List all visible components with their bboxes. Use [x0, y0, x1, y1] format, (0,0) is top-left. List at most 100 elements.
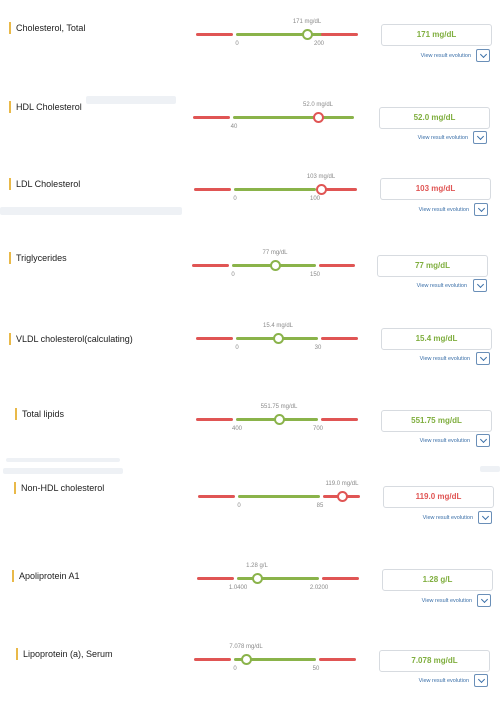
- result-value-box: 52.0 mg/dL: [379, 107, 490, 129]
- range-tick-low: 0: [233, 666, 237, 672]
- placeholder-bar: [86, 96, 176, 104]
- range-segment-low: [198, 495, 235, 498]
- range-tick-low: 1.0400: [228, 585, 248, 591]
- range-gauge: 171 mg/dL 0 200: [196, 19, 361, 59]
- result-name: Cholesterol, Total: [9, 22, 85, 34]
- result-name: VLDL cholesterol(calculating): [9, 333, 133, 345]
- range-segment-low: [192, 264, 229, 267]
- result-row-non-hdl-cholesterol: Non-HDL cholesterol 119.0 mg/dL 0 85 119…: [0, 481, 500, 552]
- range-gauge: 7.078 mg/dL 0 50: [194, 644, 359, 684]
- result-value-box: 15.4 mg/dL: [381, 328, 492, 350]
- range-tick-high: 30: [314, 345, 322, 351]
- chevron-down-icon[interactable]: [474, 674, 488, 687]
- view-result-evolution-link[interactable]: View result evolution: [419, 438, 470, 444]
- range-tick-high: 700: [312, 426, 324, 432]
- range-gauge: 103 mg/dL 0 100: [194, 174, 359, 214]
- result-name: HDL Cholesterol: [9, 101, 82, 113]
- range-segment-low: [196, 337, 233, 340]
- view-result-evolution-link[interactable]: View result evolution: [422, 515, 473, 521]
- result-marker-label: 551.75 mg/dL: [260, 404, 298, 410]
- range-gauge: 551.75 mg/dL 400 700: [196, 404, 361, 444]
- range-tick-low: 0: [231, 272, 235, 278]
- result-marker: [315, 184, 327, 195]
- range-tick-high: 200: [313, 41, 325, 47]
- chevron-down-icon[interactable]: [473, 279, 487, 292]
- placeholder-bar: [6, 458, 120, 462]
- placeholder-bar: [0, 207, 182, 215]
- placeholder-bar: [480, 466, 500, 472]
- result-value-box: 119.0 mg/dL: [383, 486, 494, 508]
- result-row-total-lipids: Total lipids 551.75 mg/dL 400 700 551.75…: [0, 404, 500, 478]
- result-marker: [336, 491, 348, 502]
- chevron-down-icon[interactable]: [476, 434, 490, 447]
- result-marker: [269, 260, 281, 271]
- result-name: Total lipids: [15, 408, 64, 420]
- range-tick-high: 50: [312, 666, 320, 672]
- range-gauge: 77 mg/dL 0 150: [192, 250, 357, 290]
- range-segment-high: [319, 264, 355, 267]
- range-tick-low: 0: [235, 345, 239, 351]
- range-segment-high: [321, 418, 358, 421]
- range-segment-normal: [238, 495, 320, 498]
- range-gauge: 1.28 g/L 1.0400 2.0200: [197, 563, 362, 603]
- view-result-evolution-link[interactable]: View result evolution: [420, 53, 471, 59]
- view-result-evolution-link[interactable]: View result evolution: [417, 135, 468, 141]
- result-marker: [301, 29, 313, 40]
- range-segment-high: [322, 577, 359, 580]
- chevron-down-icon[interactable]: [473, 131, 487, 144]
- result-name: LDL Cholesterol: [9, 178, 80, 190]
- range-segment-low: [194, 658, 231, 661]
- range-gauge: 15.4 mg/dL 0 30: [196, 323, 361, 363]
- result-name: Lipoprotein (a), Serum: [16, 648, 113, 660]
- result-name: Non-HDL cholesterol: [14, 482, 104, 494]
- range-segment-low: [193, 116, 230, 119]
- result-row-apolipoprotein-a1: Apoliprotein A1 1.28 g/L 1.0400 2.0200 1…: [0, 563, 500, 640]
- view-result-evolution-link[interactable]: View result evolution: [418, 678, 469, 684]
- result-row-cholesterol-total: Cholesterol, Total 171 mg/dL 0 200 171 m…: [0, 19, 500, 92]
- range-tick-high: 85: [316, 503, 324, 509]
- result-marker: [273, 414, 285, 425]
- result-value-box: 77 mg/dL: [377, 255, 488, 277]
- chevron-down-icon[interactable]: [477, 594, 491, 607]
- result-name: Triglycerides: [9, 252, 67, 264]
- result-value-box: 171 mg/dL: [381, 24, 492, 46]
- range-segment-high: [319, 188, 357, 191]
- range-segment-normal: [234, 188, 316, 191]
- view-result-evolution-link[interactable]: View result evolution: [418, 207, 469, 213]
- range-segment-high: [321, 33, 358, 36]
- range-gauge: 119.0 mg/dL 0 85: [198, 481, 363, 521]
- result-marker-label: 7.078 mg/dL: [229, 644, 263, 650]
- result-value-box: 1.28 g/L: [382, 569, 493, 591]
- result-marker: [272, 333, 284, 344]
- result-row-hdl-cholesterol: HDL Cholesterol 52.0 mg/dL 40 52.0 mg/dL…: [0, 101, 500, 171]
- result-value-box: 7.078 mg/dL: [379, 650, 490, 672]
- result-marker-label: 15.4 mg/dL: [262, 323, 294, 329]
- result-row-lipoprotein-a: Lipoprotein (a), Serum 7.078 mg/dL 0 50 …: [0, 644, 500, 718]
- chevron-down-icon[interactable]: [476, 352, 490, 365]
- range-segment-normal: [233, 116, 354, 119]
- range-segment-low: [194, 188, 231, 191]
- result-marker-label: 119.0 mg/dL: [325, 481, 359, 487]
- view-result-evolution-link[interactable]: View result evolution: [419, 356, 470, 362]
- chevron-down-icon[interactable]: [478, 511, 492, 524]
- range-segment-low: [197, 577, 234, 580]
- placeholder-bar: [3, 468, 123, 474]
- chevron-down-icon[interactable]: [476, 49, 490, 62]
- result-row-triglycerides: Triglycerides 77 mg/dL 0 150 77 mg/dL Vi…: [0, 250, 500, 322]
- chevron-down-icon[interactable]: [474, 203, 488, 216]
- view-result-evolution-link[interactable]: View result evolution: [416, 283, 467, 289]
- range-segment-high: [319, 658, 356, 661]
- range-gauge: 52.0 mg/dL 40: [193, 102, 358, 142]
- result-marker-label: 1.28 g/L: [246, 563, 268, 569]
- range-segment-low: [196, 418, 233, 421]
- result-marker: [240, 654, 252, 665]
- result-marker-label: 103 mg/dL: [306, 174, 336, 180]
- range-segment-normal: [237, 577, 319, 580]
- result-row-ldl-cholesterol: LDL Cholesterol 103 mg/dL 0 100 103 mg/d…: [0, 174, 500, 248]
- view-result-evolution-link[interactable]: View result evolution: [421, 598, 472, 604]
- range-tick-low: 400: [231, 426, 243, 432]
- result-value-box: 551.75 mg/dL: [381, 410, 492, 432]
- result-name: Apoliprotein A1: [12, 570, 80, 582]
- result-marker: [312, 112, 324, 123]
- range-tick-low: 40: [230, 124, 238, 130]
